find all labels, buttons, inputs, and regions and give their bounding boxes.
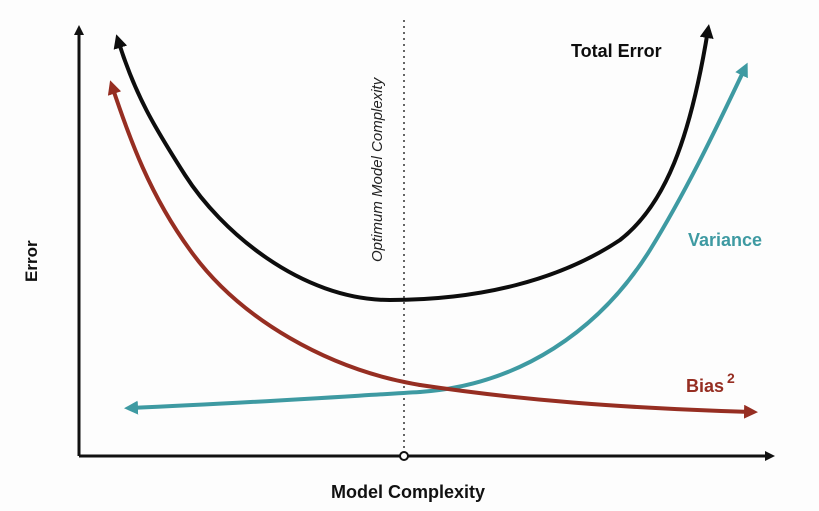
total-error-label: Total Error [571,41,662,61]
variance-curve [124,390,422,415]
variance-curve-right [418,62,748,394]
bias-label-superscript: 2 [727,370,735,386]
optimum-marker [399,451,409,461]
variance-label: Variance [688,230,762,250]
x-axis-label: Model Complexity [331,482,485,502]
bias-label-text: Bias [686,376,724,396]
total-error-curve [113,34,392,302]
bias-squared-curve [107,80,422,387]
y-axis-label: Error [22,240,41,282]
optimum-label: Optimum Model Complexity [369,76,386,262]
total-error-curve-right [388,24,714,302]
bias-squared-curve-right [418,383,758,419]
bias-squared-label: Bias 2 [686,370,735,396]
